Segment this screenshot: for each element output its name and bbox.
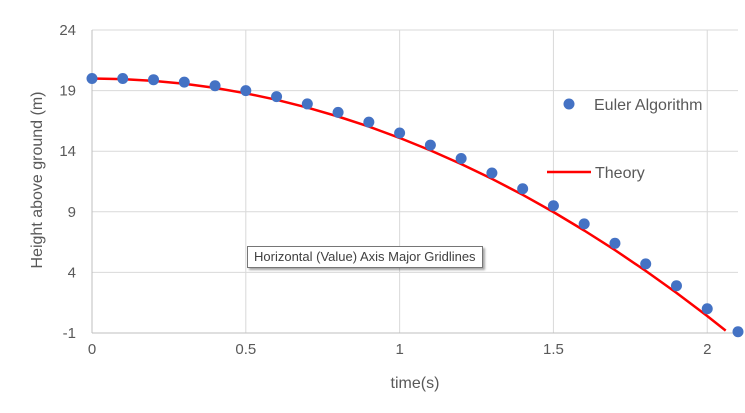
data-point-euler[interactable] (578, 218, 590, 230)
x-tick-label: 2 (703, 341, 711, 358)
data-point-euler[interactable] (271, 91, 283, 103)
gridlines (91, 29, 738, 334)
x-tick-label: 1.5 (543, 341, 564, 358)
legend-marker-euler (563, 98, 575, 110)
data-point-euler[interactable] (117, 72, 129, 84)
y-tick-label: 19 (59, 83, 76, 100)
axes: -1 4 9 14 19 24 0 0.5 1 1.5 2 (59, 22, 738, 358)
data-point-euler[interactable] (486, 167, 498, 179)
plot-area[interactable] (86, 72, 744, 338)
data-point-euler[interactable] (670, 280, 682, 292)
y-tick-label: 14 (59, 143, 76, 160)
data-point-euler[interactable] (640, 258, 652, 270)
data-point-euler[interactable] (394, 127, 406, 139)
data-point-euler[interactable] (86, 72, 98, 84)
data-point-euler[interactable] (209, 80, 221, 92)
data-point-euler[interactable] (148, 74, 160, 86)
data-point-euler[interactable] (424, 139, 436, 151)
legend[interactable]: Euler Algorithm Theory (547, 97, 703, 182)
series-line-theory[interactable] (91, 77, 727, 332)
data-point-euler[interactable] (609, 237, 621, 249)
data-point-euler[interactable] (178, 76, 190, 88)
legend-label-theory[interactable]: Theory (595, 165, 645, 182)
data-point-euler[interactable] (301, 98, 313, 110)
y-axis-title[interactable]: Height above ground (m) (29, 92, 46, 269)
x-tick-label: 0 (88, 341, 96, 358)
data-point-euler[interactable] (517, 183, 529, 195)
data-point-euler[interactable] (701, 303, 713, 315)
data-point-euler[interactable] (332, 106, 344, 118)
legend-label-euler[interactable]: Euler Algorithm (594, 97, 703, 114)
y-tick-label: 9 (68, 204, 76, 221)
x-tick-label: 1 (395, 341, 403, 358)
y-tick-label: 4 (68, 264, 76, 281)
data-point-euler[interactable] (240, 85, 252, 97)
axis-labels: Height above ground (m) time(s) (29, 92, 439, 392)
y-tick-label: -1 (63, 325, 76, 342)
x-axis-title[interactable]: time(s) (391, 375, 440, 392)
data-point-euler[interactable] (732, 326, 744, 338)
gridlines-tooltip: Horizontal (Value) Axis Major Gridlines (247, 246, 483, 268)
y-tick-label: 24 (59, 22, 76, 39)
data-point-euler[interactable] (363, 116, 375, 128)
data-point-euler[interactable] (455, 152, 467, 164)
data-point-euler[interactable] (547, 200, 559, 212)
x-tick-label: 0.5 (235, 341, 256, 358)
